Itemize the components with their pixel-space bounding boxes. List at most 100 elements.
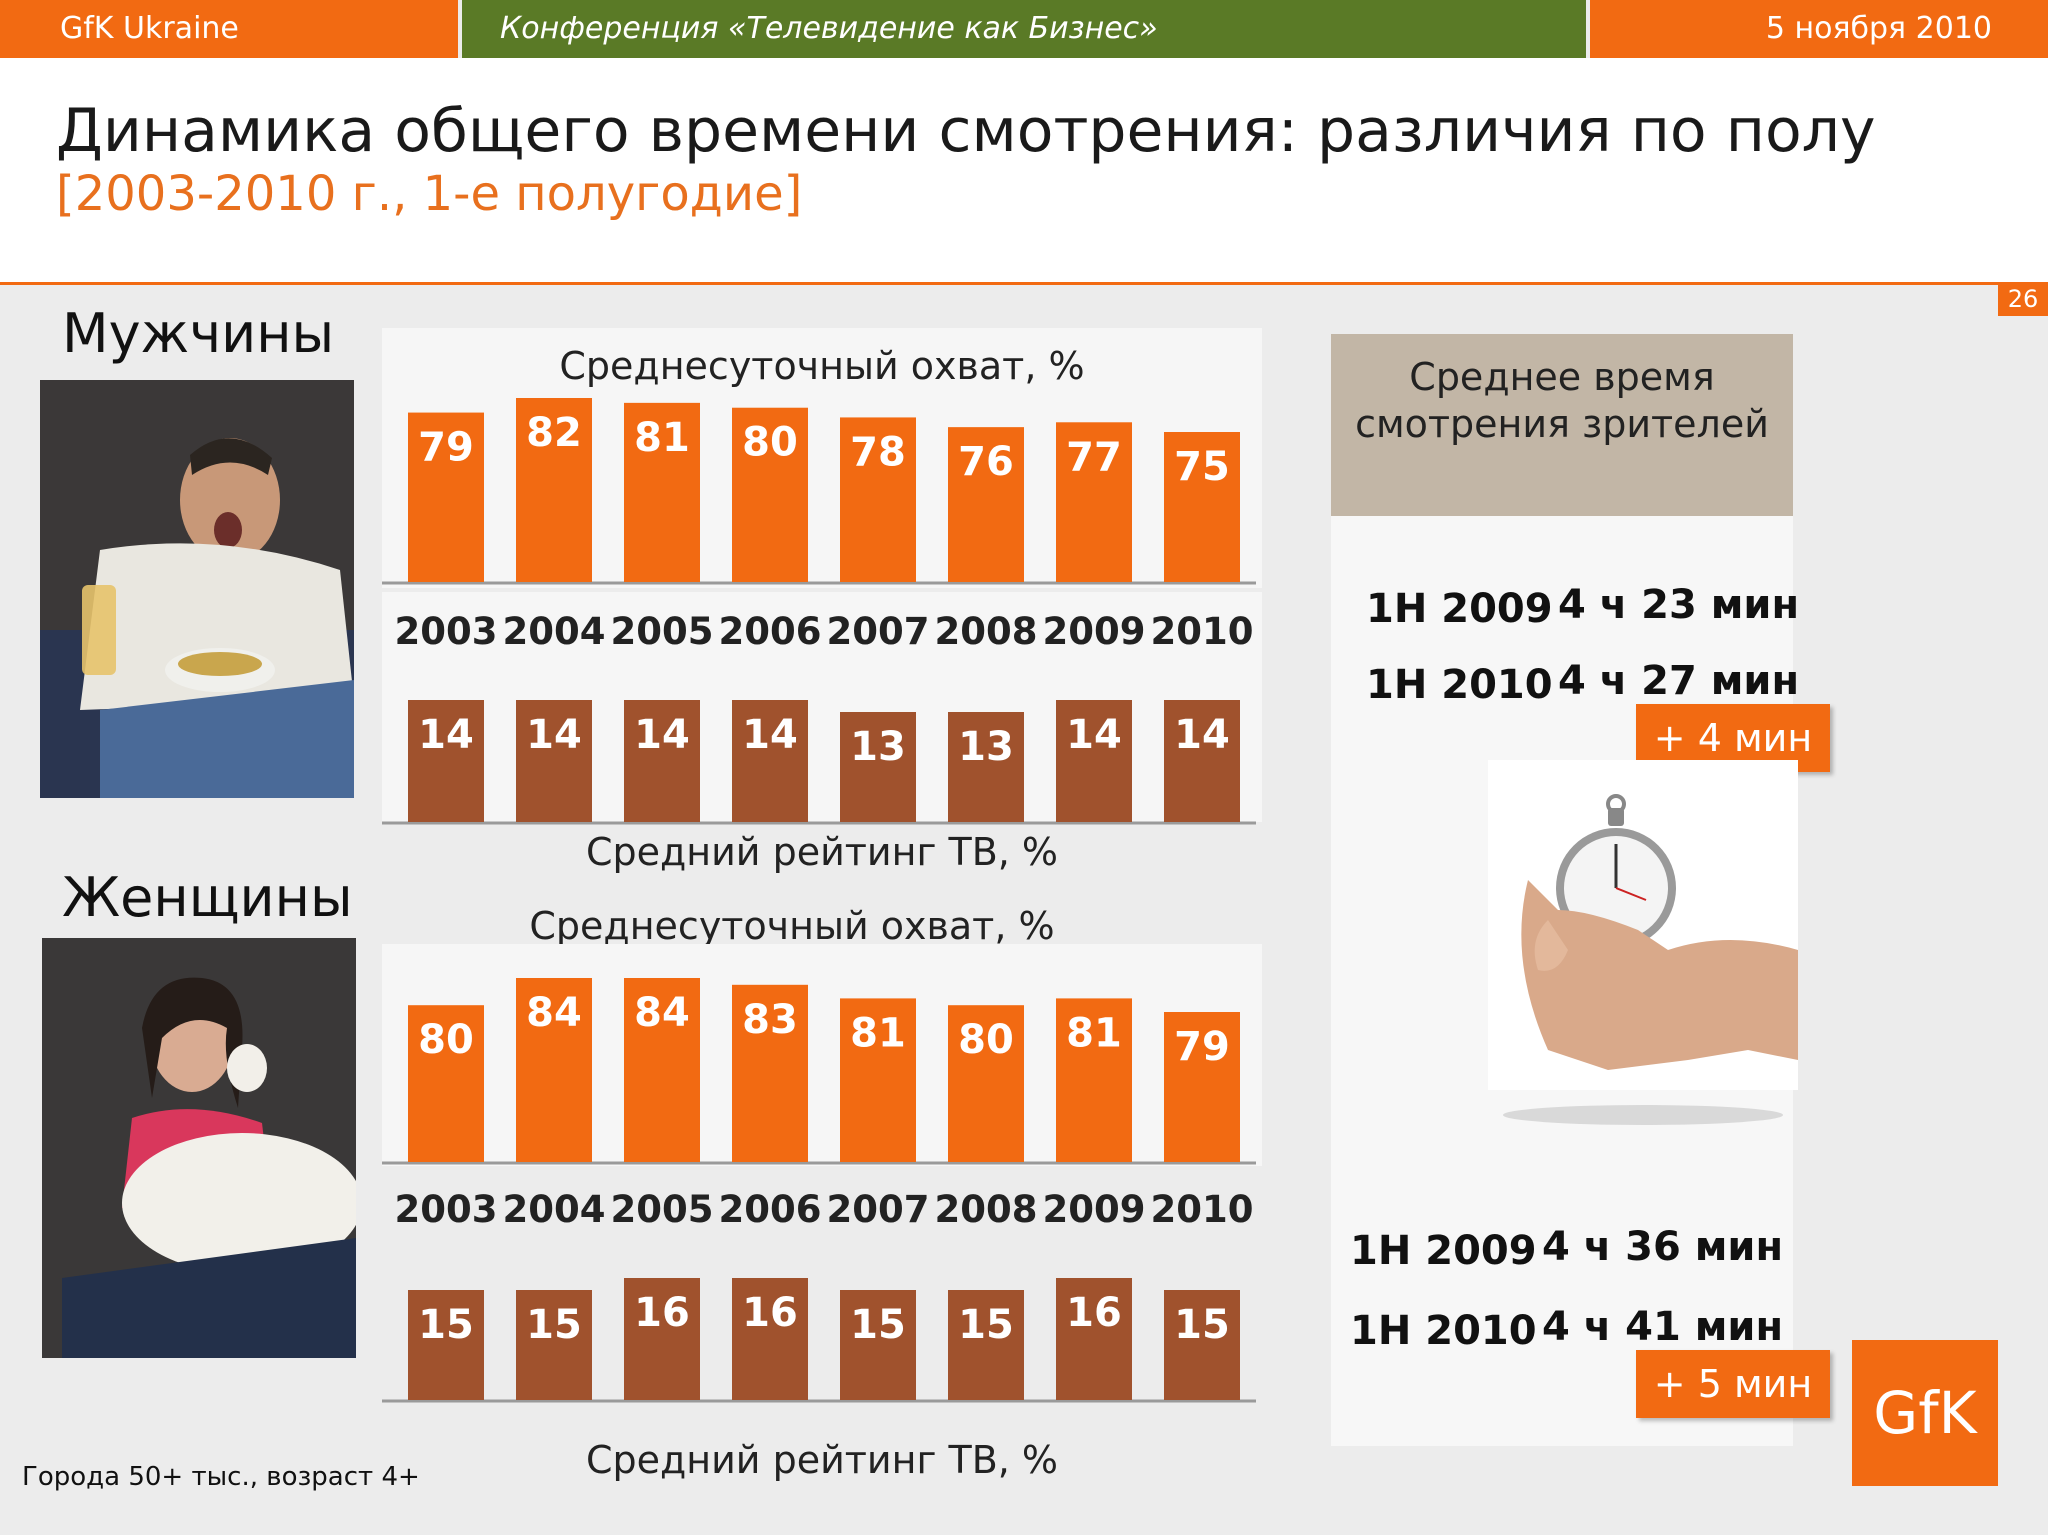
man-watching-tv-image (40, 380, 354, 798)
bar-value-label: 16 (1066, 1290, 1122, 1336)
bar-2007 (840, 712, 916, 822)
header-company: GfK Ukraine (60, 11, 239, 46)
page-title: Динамика общего времени смотрения: разли… (56, 96, 1876, 166)
header-right: 5 ноября 2010 (1590, 0, 2048, 58)
bar-2010 (1164, 1012, 1240, 1162)
women-rating-chart: 15 2003 15 2004 16 2005 16 2006 15 2007 15 2008 16 20… (382, 1188, 1256, 1403)
bar-2010 (1164, 700, 1240, 822)
avg-viewing-time-heading: Среднее время смотрения зрителей (1355, 355, 1769, 446)
bar-2004 (516, 398, 592, 582)
bar-2009 (1056, 700, 1132, 822)
bar-value-label: 79 (1174, 1024, 1230, 1070)
bar-2004 (516, 978, 592, 1162)
footnote: Города 50+ тыс., возраст 4+ (22, 1462, 420, 1492)
bar-2007 (840, 417, 916, 582)
woman-watching-tv-image (42, 938, 356, 1358)
bar-value-label: 16 (634, 1290, 690, 1336)
bar-value-label: 15 (418, 1302, 474, 1348)
bar-value-label: 15 (850, 1302, 906, 1348)
bar-2006 (732, 407, 808, 582)
bar-value-label: 79 (418, 425, 474, 471)
bar-value-label: 83 (742, 997, 798, 1043)
year-tick-label: 2005 (611, 1188, 714, 1231)
women-label: Женщины (62, 866, 353, 929)
bar-value-label: 81 (1066, 1010, 1122, 1056)
header-conference: Конференция «Телевидение как Бизнес» (500, 11, 1158, 46)
bar-2003 (408, 1290, 484, 1400)
year-tick-label: 2007 (827, 610, 930, 653)
avg-viewing-time-header: Среднее время смотрения зрителей (1331, 334, 1793, 516)
year-tick-label: 2006 (719, 610, 822, 653)
bar-value-label: 15 (1174, 1302, 1230, 1348)
bar-2003 (408, 700, 484, 822)
gfk-logo: GfK (1852, 1340, 1998, 1486)
bar-value-label: 78 (850, 429, 906, 475)
bar-2008 (948, 1005, 1024, 1162)
men-reach-chart: 79 82 81 80 78 76 77 75 (382, 398, 1256, 585)
bar-value-label: 77 (1066, 434, 1122, 480)
women-period-2010: 1H 2010 (1350, 1308, 1537, 1354)
bar-value-label: 80 (958, 1017, 1014, 1063)
year-tick-label: 2008 (935, 1188, 1038, 1231)
bar-value-label: 84 (634, 990, 690, 1036)
year-tick-label: 2004 (503, 610, 606, 653)
year-tick-label: 2005 (611, 610, 714, 653)
year-tick-label: 2008 (935, 610, 1038, 653)
year-tick-label: 2004 (503, 1188, 606, 1231)
title-band (0, 58, 2048, 285)
men-value-2010: 4 ч 27 мин (1558, 658, 1800, 704)
bar-value-label: 13 (958, 724, 1014, 770)
bar-value-label: 14 (418, 712, 474, 758)
year-tick-label: 2006 (719, 1188, 822, 1231)
bar-value-label: 14 (526, 712, 582, 758)
women-reach-caption: Среднесуточный охват, % (529, 904, 1055, 948)
bar-value-label: 14 (634, 712, 690, 758)
year-tick-label: 2009 (1043, 1188, 1146, 1231)
bar-2005 (624, 1278, 700, 1400)
bar-2008 (948, 1290, 1024, 1400)
bar-2004 (516, 700, 592, 822)
bar-2003 (408, 1005, 484, 1162)
women-rating-caption: Средний рейтинг ТВ, % (585, 1438, 1059, 1482)
bar-2003 (408, 412, 484, 582)
women-value-2010: 4 ч 41 мин (1542, 1304, 1784, 1350)
bar-2006 (732, 700, 808, 822)
bar-value-label: 82 (526, 410, 582, 456)
year-tick-label: 2003 (395, 1188, 498, 1231)
bar-2009 (1056, 998, 1132, 1162)
year-tick-label: 2003 (395, 610, 498, 653)
bar-value-label: 76 (958, 439, 1014, 485)
bar-2009 (1056, 422, 1132, 582)
bar-2010 (1164, 1290, 1240, 1400)
bar-2007 (840, 998, 916, 1162)
women-reach-chart: 80 84 84 83 81 80 81 79 (382, 978, 1256, 1165)
men-period-2009: 1H 2009 (1366, 586, 1553, 632)
year-tick-label: 2010 (1151, 610, 1254, 653)
bar-value-label: 13 (850, 724, 906, 770)
bar-2010 (1164, 432, 1240, 582)
men-reach-caption: Среднесуточный охват, % (559, 344, 1085, 388)
men-rating-caption: Средний рейтинг ТВ, % (585, 830, 1059, 874)
men-label: Мужчины (62, 302, 335, 365)
bar-value-label: 80 (418, 1017, 474, 1063)
bar-2008 (948, 712, 1024, 822)
bar-value-label: 14 (742, 712, 798, 758)
header-date: 5 ноября 2010 (1765, 11, 1992, 46)
header-left: GfK Ukraine (0, 0, 458, 58)
year-tick-label: 2010 (1151, 1188, 1254, 1231)
bar-2004 (516, 1290, 592, 1400)
bar-2007 (840, 1290, 916, 1400)
stopwatch-icon (1488, 760, 1798, 1125)
men-period-2010: 1H 2010 (1366, 662, 1553, 708)
stopwatch-image (1488, 760, 1798, 1130)
women-delta-badge: + 5 мин (1636, 1350, 1830, 1418)
women-period-2009: 1H 2009 (1350, 1228, 1537, 1274)
bar-2005 (624, 700, 700, 822)
bar-2006 (732, 1278, 808, 1400)
men-rating-chart: 14 2003 14 2004 14 2005 14 2006 13 2007 13 2008 14 20… (382, 610, 1256, 825)
bar-value-label: 81 (850, 1010, 906, 1056)
bar-2005 (624, 402, 700, 582)
page-subtitle: [2003-2010 г., 1-е полугодие] (56, 166, 803, 222)
women-value-2009: 4 ч 36 мин (1542, 1224, 1784, 1270)
bar-2006 (732, 984, 808, 1162)
